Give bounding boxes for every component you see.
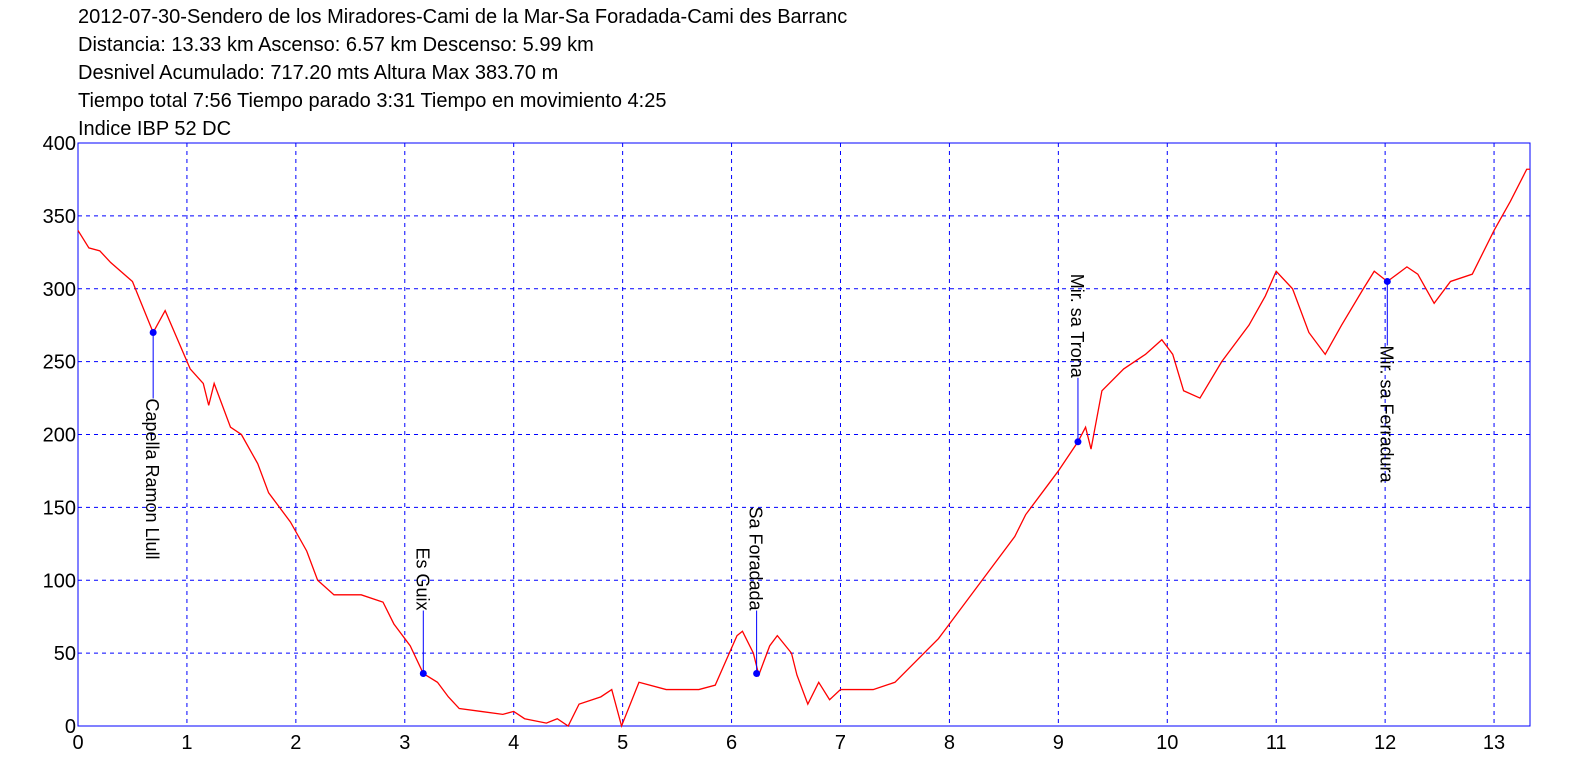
y-tick-label: 100 bbox=[43, 570, 76, 592]
y-tick-label: 150 bbox=[43, 497, 76, 519]
y-tick-label: 0 bbox=[65, 716, 76, 738]
x-tick-label: 8 bbox=[944, 732, 955, 754]
annotation-label: Mir. sa Ferradura bbox=[1376, 345, 1396, 483]
y-tick-label: 400 bbox=[43, 133, 76, 155]
annotation-marker bbox=[1383, 277, 1391, 285]
x-tick-label: 7 bbox=[835, 732, 846, 754]
x-tick-label: 9 bbox=[1053, 732, 1064, 754]
y-tick-label: 200 bbox=[43, 425, 76, 447]
elevation-line bbox=[77, 168, 1530, 729]
x-tick-label: 4 bbox=[508, 732, 519, 754]
annotation-label: Sa Foradada bbox=[746, 506, 766, 611]
x-tick-label: 13 bbox=[1483, 732, 1505, 754]
title-line: Distancia: 13.33 km Ascenso: 6.57 km Des… bbox=[78, 34, 594, 56]
annotation-marker bbox=[753, 670, 761, 678]
x-tick-label: 11 bbox=[1266, 732, 1287, 754]
y-tick-label: 50 bbox=[54, 643, 76, 665]
y-tick-label: 300 bbox=[43, 279, 76, 301]
x-tick-label: 1 bbox=[181, 732, 192, 754]
x-tick-label: 12 bbox=[1374, 732, 1396, 754]
plot-frame bbox=[77, 142, 1531, 727]
x-tick-label: 6 bbox=[726, 732, 737, 754]
annotation-marker bbox=[149, 328, 157, 336]
x-tick-label: 10 bbox=[1156, 732, 1178, 754]
annotation-label: Capella Ramon Llull bbox=[142, 398, 162, 559]
y-tick-label: 250 bbox=[43, 352, 76, 374]
x-tick-label: 2 bbox=[290, 732, 301, 754]
title-line: Desnivel Acumulado: 717.20 mts Altura Ma… bbox=[78, 62, 558, 84]
x-tick-label: 0 bbox=[72, 732, 83, 754]
annotation-label: Es Guix bbox=[412, 547, 432, 610]
annotation-label: Mir. sa Trona bbox=[1067, 274, 1087, 379]
annotation-marker bbox=[419, 670, 427, 678]
title-line: 2012-07-30-Sendero de los Miradores-Cami… bbox=[78, 6, 847, 28]
y-tick-label: 350 bbox=[43, 206, 76, 228]
title-line: Tiempo total 7:56 Tiempo parado 3:31 Tie… bbox=[78, 90, 667, 112]
x-tick-label: 3 bbox=[399, 732, 410, 754]
title-line: Indice IBP 52 DC bbox=[78, 118, 231, 140]
annotation-marker bbox=[1074, 438, 1082, 446]
x-tick-label: 5 bbox=[617, 732, 628, 754]
